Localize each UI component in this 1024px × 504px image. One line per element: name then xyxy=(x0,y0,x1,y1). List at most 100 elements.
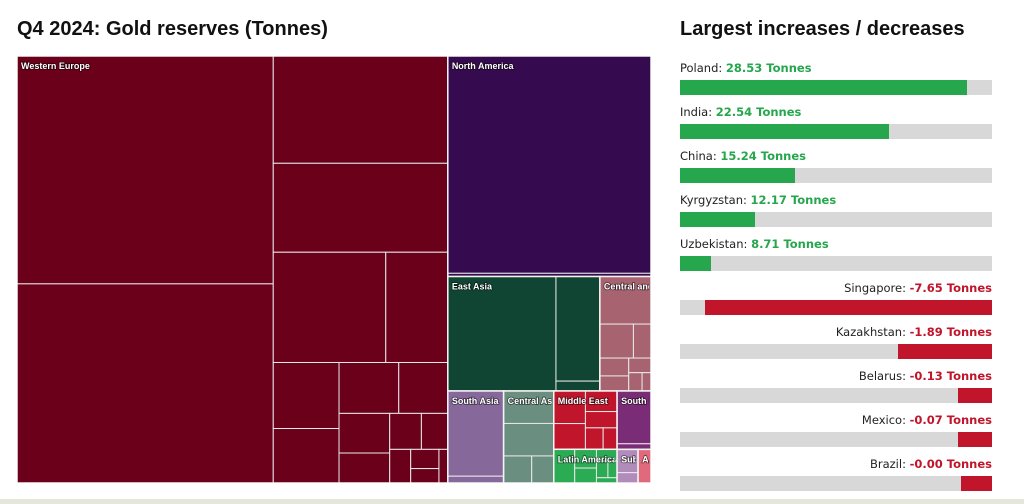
treemap-tile[interactable] xyxy=(272,251,387,363)
treemap-tile[interactable] xyxy=(616,472,639,483)
bar-category: Belarus: xyxy=(858,369,910,383)
region-south-east-asia[interactable]: South East Asia xyxy=(616,390,651,451)
treemap-tile[interactable] xyxy=(555,380,601,392)
bar-row-mexico[interactable]: Mexico: -0.07 Tonnes xyxy=(680,413,992,457)
treemap-tile[interactable] xyxy=(438,448,449,483)
region-north-america[interactable]: North America xyxy=(447,56,651,278)
treemap-tile[interactable] xyxy=(641,372,651,392)
treemap-tile[interactable] xyxy=(574,467,597,483)
bar-row-belarus[interactable]: Belarus: -0.13 Tonnes xyxy=(680,369,992,413)
bar-track xyxy=(680,300,992,315)
bar-track xyxy=(680,256,992,271)
bar-row-singapore[interactable]: Singapore: -7.65 Tonnes xyxy=(680,281,992,325)
bar-label: Kyrgyzstan: 12.17 Tonnes xyxy=(680,193,836,207)
bar-category: Singapore: xyxy=(844,281,910,295)
treemap-tile[interactable] xyxy=(272,361,340,430)
treemap-tile[interactable] xyxy=(272,428,340,483)
treemap-tile[interactable] xyxy=(503,455,533,483)
bar-row-india[interactable]: India: 22.54 Tonnes xyxy=(680,105,992,149)
treemap-tile[interactable] xyxy=(338,452,391,483)
treemap-tile[interactable] xyxy=(595,477,618,483)
region-east-asia[interactable]: East Asia xyxy=(447,275,601,392)
bar-label: Mexico: -0.07 Tonnes xyxy=(862,413,992,427)
treemap-tile[interactable] xyxy=(599,375,630,392)
region-a[interactable]: A... xyxy=(637,448,651,483)
treemap-tile[interactable] xyxy=(389,448,412,483)
bar-category: Uzbekistan: xyxy=(680,237,752,251)
region-central-and-eastern-europe[interactable]: Central and Eastern Europe xyxy=(599,275,651,392)
treemap-tile[interactable] xyxy=(628,372,643,392)
treemap-tile[interactable] xyxy=(599,357,630,377)
region-label: East Asia xyxy=(452,282,493,292)
treemap-tile[interactable] xyxy=(272,56,449,164)
region-western-europe[interactable]: Western Europe xyxy=(17,56,449,483)
bar-value: -0.00 Tonnes xyxy=(909,457,992,471)
bar-label: Kazakhstan: -1.89 Tonnes xyxy=(836,325,992,339)
region-central-asia[interactable]: Central Asia xyxy=(502,390,561,483)
bar-fill xyxy=(680,124,889,139)
bar-label: Singapore: -7.65 Tonnes xyxy=(844,281,992,295)
bar-category: Kazakhstan: xyxy=(835,325,910,339)
treemap-tile[interactable] xyxy=(503,422,555,457)
bar-track xyxy=(680,168,992,183)
bar-row-china[interactable]: China: 15.24 Tonnes xyxy=(680,149,992,193)
bar-row-kazakhstan[interactable]: Kazakhstan: -1.89 Tonnes xyxy=(680,325,992,369)
bar-track xyxy=(680,476,992,491)
region-label: North America xyxy=(452,61,515,71)
bar-value: 12.17 Tonnes xyxy=(750,193,837,207)
treemap-tile[interactable] xyxy=(531,455,555,483)
region-label: South Asia xyxy=(452,396,500,406)
bar-fill xyxy=(680,80,967,95)
bar-row-uzbekistan[interactable]: Uzbekistan: 8.71 Tonnes xyxy=(680,237,992,281)
bar-category: China: xyxy=(680,149,721,163)
treemap-tile[interactable] xyxy=(410,448,440,470)
treemap-tile[interactable] xyxy=(599,323,634,359)
treemap-tile[interactable] xyxy=(632,323,651,359)
bar-value: 8.71 Tonnes xyxy=(751,237,829,251)
treemap-tile[interactable] xyxy=(338,412,391,454)
bar-row-poland[interactable]: Poland: 28.53 Tonnes xyxy=(680,61,992,105)
bar-label: Belarus: -0.13 Tonnes xyxy=(859,369,992,383)
treemap-tile[interactable] xyxy=(385,251,449,363)
bar-track xyxy=(680,212,992,227)
treemap-tile[interactable] xyxy=(584,427,604,450)
treemap-tile[interactable] xyxy=(447,475,505,483)
bar-row-brazil[interactable]: Brazil: -0.00 Tonnes xyxy=(680,457,992,501)
bar-row-kyrgyzstan[interactable]: Kyrgyzstan: 12.17 Tonnes xyxy=(680,193,992,237)
region-label: Sub-Sa... xyxy=(621,454,651,464)
treemap-tile[interactable] xyxy=(389,412,422,450)
region-south-asia[interactable]: South Asia xyxy=(447,390,505,483)
treemap-tile[interactable] xyxy=(338,361,400,414)
treemap-tile[interactable] xyxy=(272,162,449,253)
bar-value: 28.53 Tonnes xyxy=(725,61,812,75)
treemap-tile[interactable] xyxy=(410,468,440,483)
treemap-tile[interactable] xyxy=(447,276,557,392)
treemap-tile[interactable] xyxy=(602,427,618,450)
bar-value: -7.65 Tonnes xyxy=(909,281,992,295)
region-latin-america-c[interactable]: Latin America & C... xyxy=(553,448,643,483)
treemap-tile[interactable] xyxy=(447,56,651,274)
bar-label: China: 15.24 Tonnes xyxy=(680,149,806,163)
treemap-tile[interactable] xyxy=(555,276,601,382)
footer-divider xyxy=(0,499,1024,504)
bar-fill xyxy=(680,168,795,183)
treemap-tile[interactable] xyxy=(628,357,651,374)
region-middle-east[interactable]: Middle East xyxy=(553,390,618,451)
treemap-chart: Western Europe North America East Asia Cent… xyxy=(17,56,651,483)
treemap-tile[interactable] xyxy=(616,443,651,450)
treemap-tile[interactable] xyxy=(599,276,651,325)
bar-track xyxy=(680,80,992,95)
treemap-tile[interactable] xyxy=(584,411,618,429)
bar-track xyxy=(680,344,992,359)
bar-value: -1.89 Tonnes xyxy=(909,325,992,339)
treemap-tile[interactable] xyxy=(17,283,274,483)
treemap-tile[interactable] xyxy=(398,361,449,414)
region-label: A... xyxy=(642,454,651,464)
treemap-tile[interactable] xyxy=(553,423,586,450)
treemap-tile[interactable] xyxy=(17,56,274,285)
treemap-tile[interactable] xyxy=(503,390,555,424)
changes-title: Largest increases / decreases xyxy=(680,18,965,40)
bar-value: -0.13 Tonnes xyxy=(909,369,992,383)
treemap-tile[interactable] xyxy=(420,412,449,450)
bar-track xyxy=(680,388,992,403)
